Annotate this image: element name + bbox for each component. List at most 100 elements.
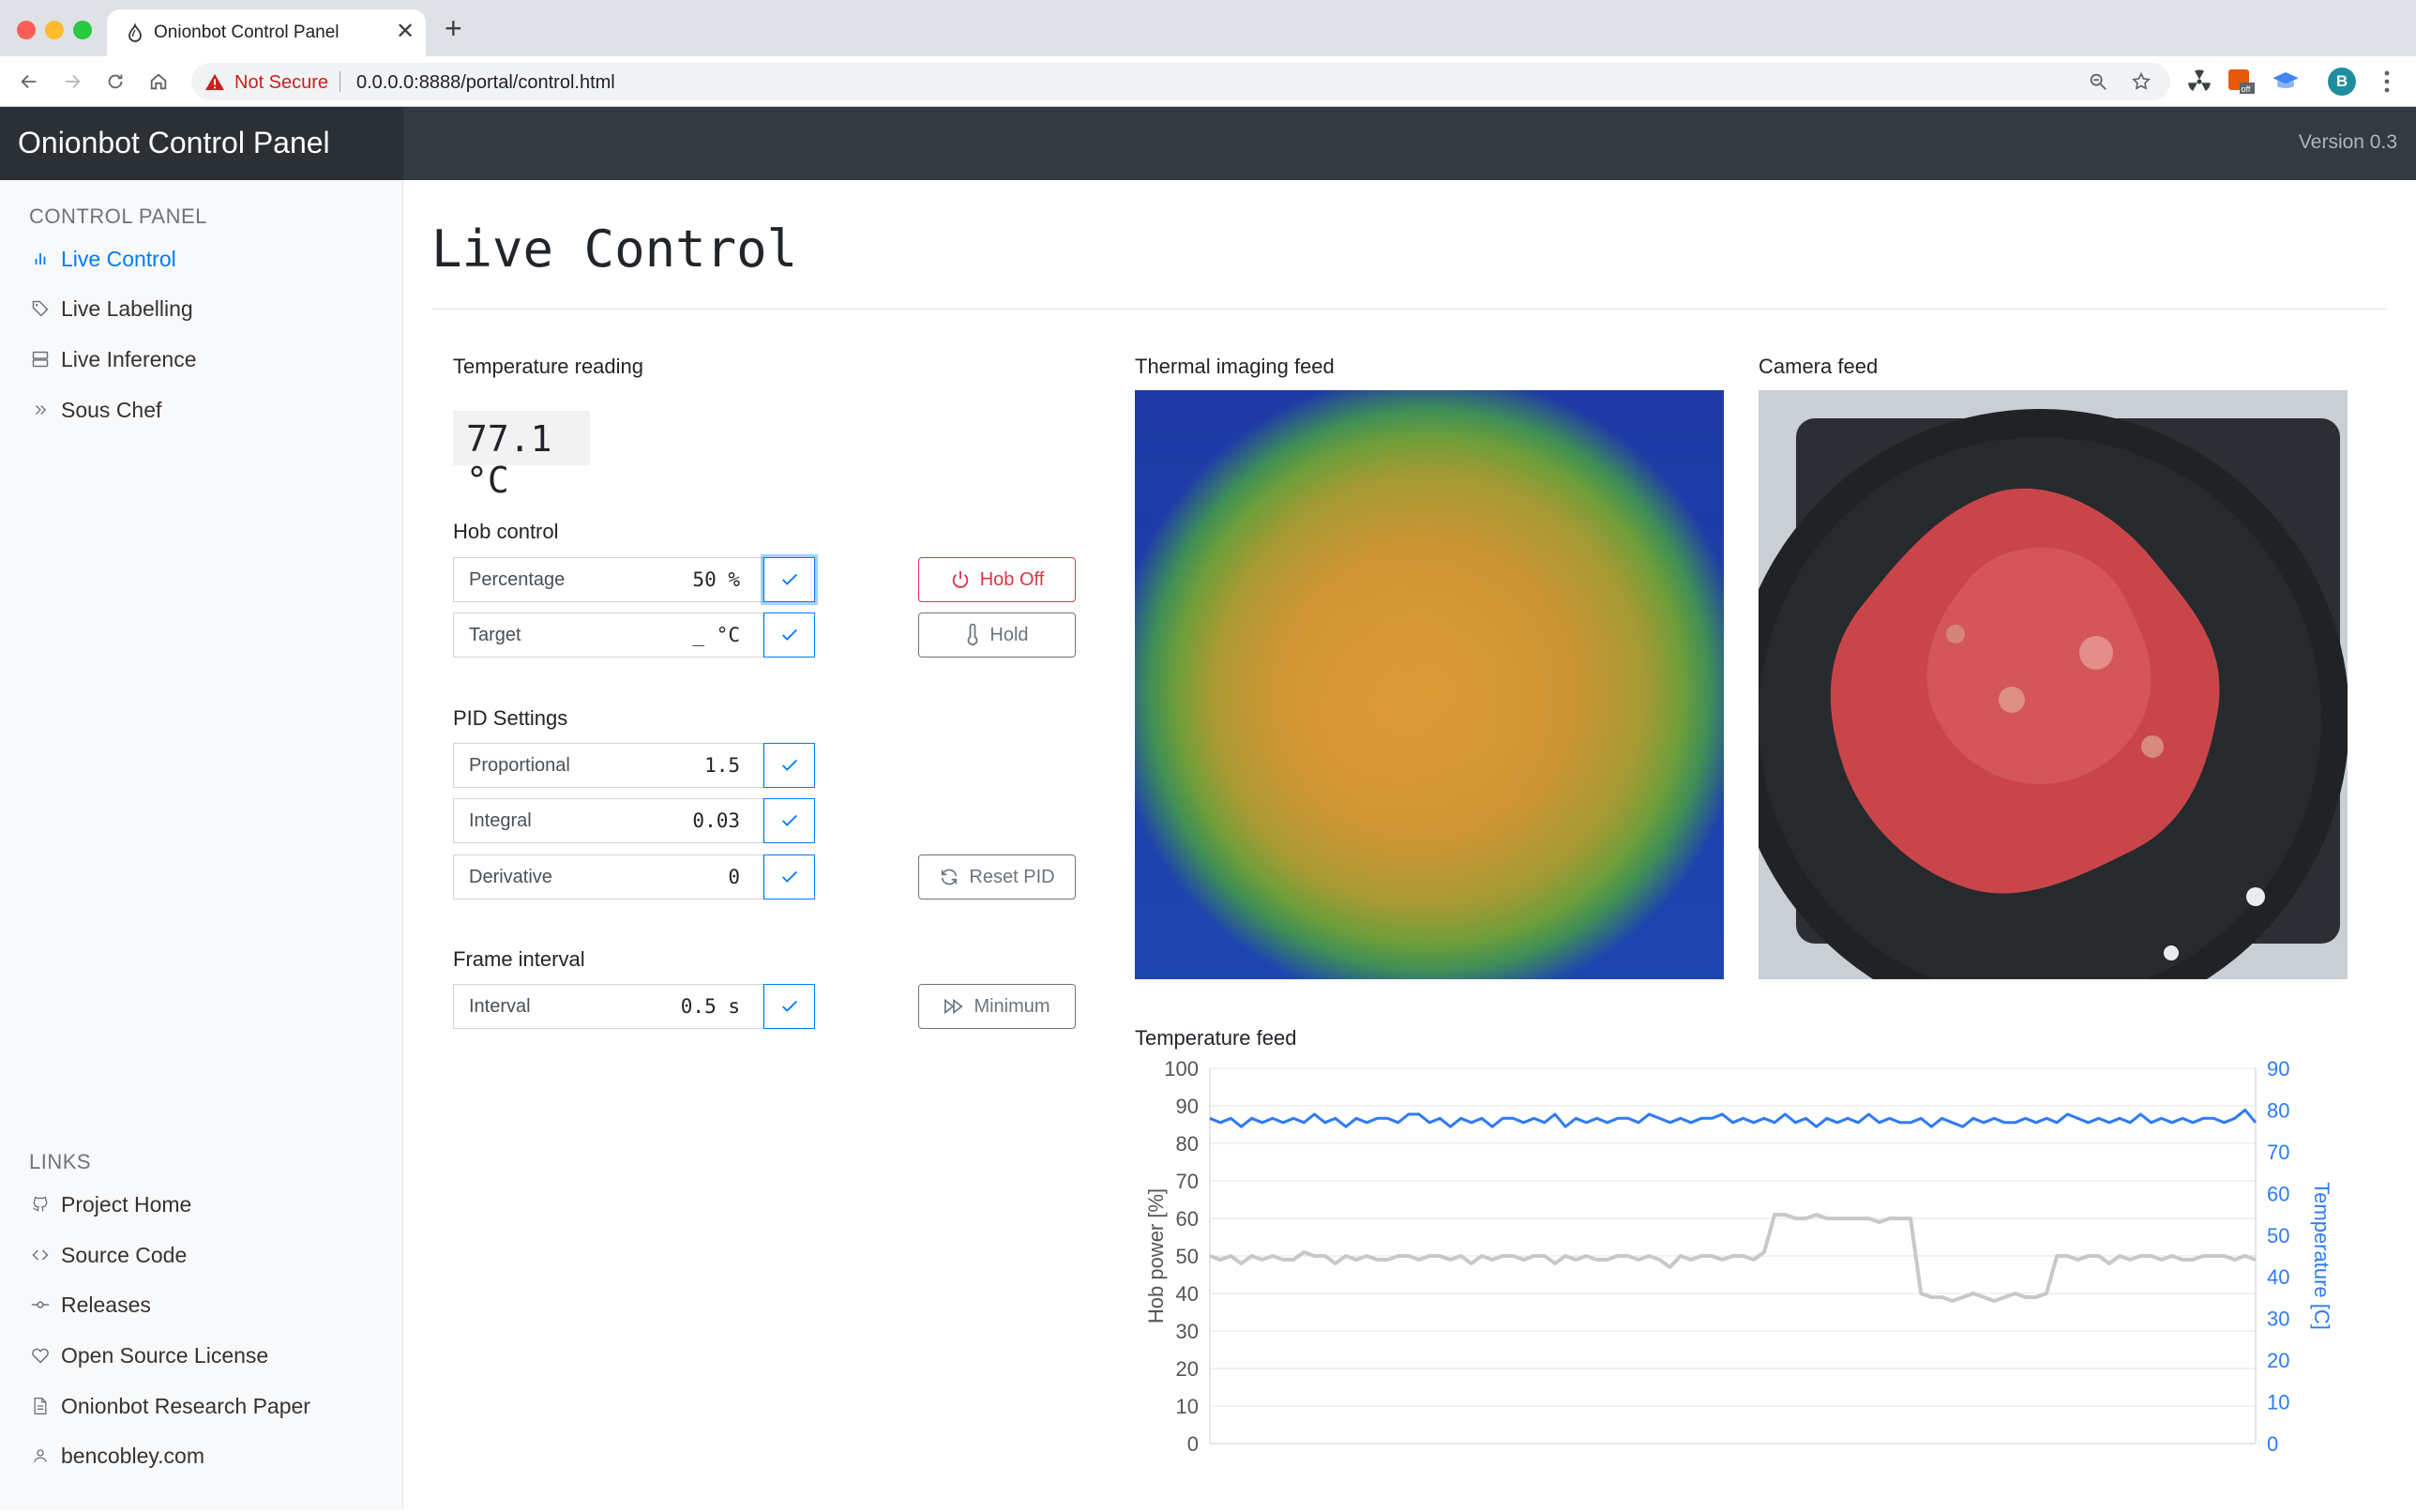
app-brand[interactable]: Onionbot Control Panel [0, 107, 403, 180]
hob-control-heading: Hob control [453, 520, 559, 543]
integral-submit-button[interactable] [763, 798, 815, 843]
hob-off-label: Hob Off [979, 568, 1045, 590]
tag-icon [29, 299, 52, 318]
proportional-label: Proportional [469, 755, 570, 776]
profile-avatar[interactable]: B [2328, 68, 2356, 96]
extension-graduation-icon[interactable] [2272, 68, 2300, 96]
sidebar-item-label: Live Inference [61, 346, 197, 371]
zoom-icon[interactable] [2088, 71, 2108, 92]
version-label: Version 0.3 [2298, 131, 2397, 153]
bookmark-star-icon[interactable] [2131, 71, 2152, 92]
tab-close-icon[interactable]: ✕ [396, 19, 415, 44]
link-project-home[interactable]: Project Home [29, 1186, 191, 1223]
link-license[interactable]: Open Source License [29, 1337, 268, 1374]
browser-menu-icon[interactable] [2382, 68, 2392, 96]
new-tab-icon[interactable]: + [445, 11, 462, 45]
sidebar-item-live-labelling[interactable]: Live Labelling [29, 290, 193, 327]
left-tick-label: 90 [1176, 1095, 1199, 1118]
close-window-button[interactable] [17, 21, 36, 39]
temperature-feed-label: Temperature feed [1135, 1026, 1297, 1050]
address-bar[interactable]: Not Secure 0.0.0.0:8888/portal/control.h… [191, 63, 2170, 100]
interval-input[interactable]: Interval 0.5 s [453, 984, 763, 1029]
browser-tab[interactable]: Onionbot Control Panel ✕ [107, 9, 426, 56]
interval-submit-button[interactable] [763, 984, 815, 1029]
file-icon [29, 1397, 52, 1415]
thermal-feed-label: Thermal imaging feed [1135, 355, 1335, 378]
minimum-label: Minimum [974, 995, 1050, 1017]
left-tick-label: 40 [1176, 1282, 1199, 1306]
left-tick-label: 30 [1176, 1320, 1199, 1343]
link-label: Source Code [61, 1242, 188, 1267]
link-releases[interactable]: Releases [29, 1286, 151, 1323]
derivative-input[interactable]: Derivative 0 [453, 854, 763, 900]
check-icon [781, 1000, 797, 1012]
url-text[interactable]: 0.0.0.0:8888/portal/control.html [356, 72, 615, 93]
sidebar-item-label: Live Labelling [61, 295, 193, 321]
code-icon [29, 1246, 52, 1264]
interval-label: Interval [469, 996, 531, 1017]
check-icon [781, 573, 797, 585]
left-tick-label: 60 [1176, 1207, 1199, 1231]
target-input[interactable]: Target _ °C [453, 612, 763, 658]
percentage-value: 50 % [692, 568, 740, 591]
hold-label: Hold [989, 624, 1029, 645]
left-tick-label: 50 [1176, 1245, 1199, 1268]
reset-pid-button[interactable]: Reset PID [918, 854, 1076, 900]
chevrons-right-icon [29, 401, 52, 418]
link-research-paper[interactable]: Onionbot Research Paper [29, 1387, 310, 1425]
derivative-value: 0 [728, 866, 740, 888]
title-divider [431, 309, 2386, 310]
target-submit-button[interactable] [763, 612, 815, 658]
sidebar-item-sous-chef[interactable]: Sous Chef [29, 391, 161, 429]
svg-text:off: off [2242, 84, 2251, 94]
sidebar-item-live-control[interactable]: Live Control [29, 240, 176, 278]
percentage-submit-button[interactable] [763, 557, 815, 602]
reload-icon[interactable] [101, 68, 129, 96]
hold-button[interactable]: Hold [918, 612, 1076, 658]
derivative-submit-button[interactable] [763, 854, 815, 900]
home-icon[interactable] [144, 68, 173, 96]
user-icon [29, 1446, 52, 1465]
server-icon [29, 350, 52, 369]
link-label: Open Source License [61, 1342, 269, 1368]
integral-input[interactable]: Integral 0.03 [453, 798, 763, 843]
refresh-icon [939, 867, 959, 887]
derivative-label: Derivative [469, 867, 552, 887]
proportional-input[interactable]: Proportional 1.5 [453, 743, 763, 788]
heart-icon [29, 1346, 52, 1365]
right-tick-label: 70 [2267, 1141, 2289, 1164]
camera-image [1759, 390, 2348, 979]
left-tick-label: 80 [1176, 1132, 1199, 1156]
minimum-interval-button[interactable]: Minimum [918, 984, 1076, 1029]
sidebar-item-live-inference[interactable]: Live Inference [29, 340, 196, 378]
link-website[interactable]: bencobley.com [29, 1437, 204, 1474]
extension-off-icon[interactable]: off [2227, 68, 2257, 98]
left-tick-label: 20 [1176, 1357, 1199, 1381]
percentage-input[interactable]: Percentage 50 % [453, 557, 763, 602]
warning-icon [205, 73, 224, 91]
extension-radiation-icon[interactable] [2185, 68, 2213, 96]
security-status[interactable]: Not Secure [234, 72, 329, 93]
link-source-code[interactable]: Source Code [29, 1236, 187, 1274]
maximize-window-button[interactable] [73, 21, 92, 39]
github-icon [29, 1195, 52, 1214]
thermal-image [1135, 390, 1724, 979]
back-icon[interactable] [15, 68, 43, 96]
temperature-chart: 0 10 20 30 40 50 60 70 80 90 100 0 10 20 30 40 50 60 70 80 9… [1135, 1057, 2392, 1507]
link-label: bencobley.com [61, 1443, 204, 1468]
sidebar-heading: CONTROL PANEL [29, 204, 207, 228]
left-tick-label: 70 [1176, 1170, 1199, 1193]
right-tick-label: 30 [2267, 1308, 2289, 1331]
hob-off-button[interactable]: Hob Off [918, 557, 1076, 602]
left-tick-label: 100 [1164, 1057, 1199, 1081]
left-axis-title: Hob power [%] [1144, 1188, 1168, 1323]
check-icon [781, 628, 797, 641]
forward-icon[interactable] [58, 68, 86, 96]
tab-title: Onionbot Control Panel [154, 23, 340, 42]
link-label: Project Home [61, 1191, 192, 1217]
right-axis-title: Temperature [C] [2310, 1182, 2333, 1330]
interval-value: 0.5 s [680, 995, 740, 1018]
pid-settings-heading: PID Settings [453, 706, 568, 730]
minimize-window-button[interactable] [45, 21, 64, 39]
proportional-submit-button[interactable] [763, 743, 815, 788]
